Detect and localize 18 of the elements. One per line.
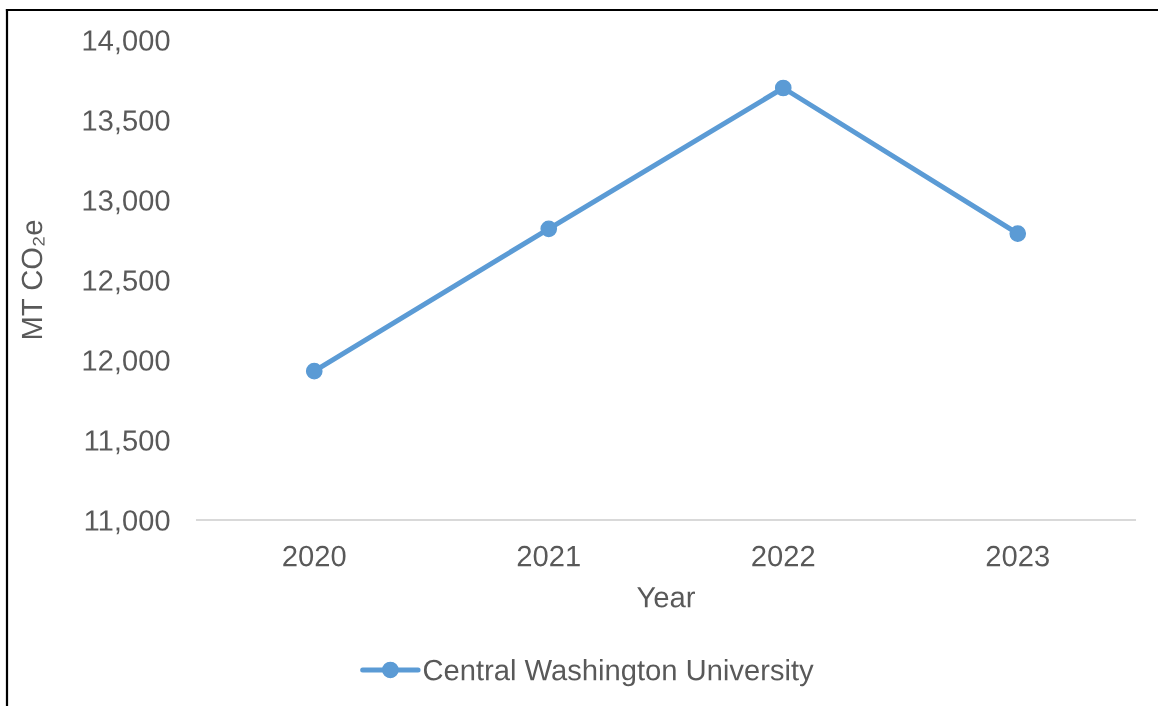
x-tick-label: 2020	[283, 545, 346, 567]
point	[305, 362, 323, 380]
point	[774, 79, 792, 97]
point	[540, 220, 558, 238]
x-tick-label: 2022	[752, 545, 815, 567]
y-tick-label: 14,000	[83, 30, 170, 55]
y-tick-label: 13,000	[83, 190, 170, 215]
x-tick-label: 2023	[986, 545, 1049, 567]
y-tick-label: 12,000	[83, 350, 170, 375]
legend-label: Central Washington University	[423, 659, 814, 687]
x-axis-title: Year	[637, 587, 695, 608]
y-tick-label: 11,000	[85, 510, 170, 535]
y-axis-title: MT CO₂e	[21, 220, 45, 339]
y-tick-label: 11,500	[85, 430, 170, 455]
y-tick-label: 12,500	[83, 270, 170, 295]
point	[1009, 225, 1027, 242]
y-tick-label: 13,500	[83, 110, 170, 135]
x-tick-label: 2021	[517, 545, 580, 567]
